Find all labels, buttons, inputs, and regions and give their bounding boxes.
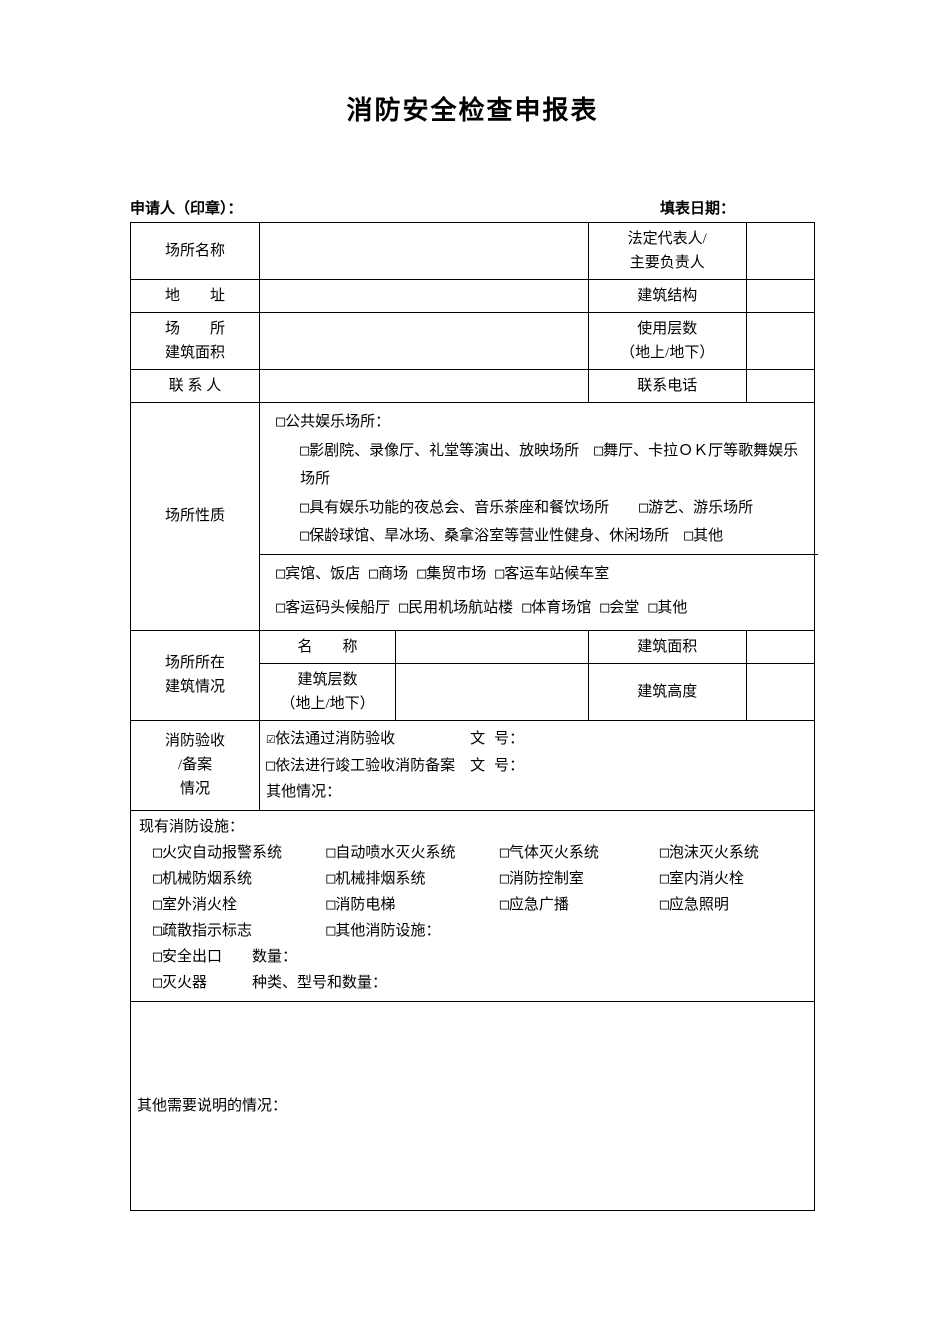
text-venue-nature: 场所性质 <box>165 508 225 524</box>
page-container: 消防安全检查申报表 申请人（印章）： 填表日期： 场所名称 法定代表人/ 主要负… <box>0 0 945 1271</box>
fac-r2c3[interactable]: □消防控制室 <box>500 865 660 891</box>
label-building-structure: 建筑结构 <box>588 280 747 313</box>
label-fire-acceptance: 消防验收 /备案 情况 <box>131 720 260 810</box>
label-sub-building-area: 建筑面积 <box>588 630 747 663</box>
text-sub-floors: 建筑层数 （地上/地下） <box>280 672 374 712</box>
label-address: 地 址 <box>131 280 260 313</box>
input-contact-phone[interactable] <box>747 370 815 403</box>
nature-line2[interactable]: □影剧院、录像厅、礼堂等演出、放映场所 □舞厅、卡拉ＯＫ厅等歌舞娱乐场所 <box>276 436 812 493</box>
existing-facilities-block: 现有消防设施： □火灾自动报警系统 □自动喷水灭火系统 □气体灭火系统 □泡沫灭… <box>131 810 815 1001</box>
text-venue-building: 场所所在 建筑情况 <box>165 655 225 695</box>
checked-box-icon: ☑ <box>266 729 275 747</box>
fac-r3c3[interactable]: □应急广播 <box>500 891 660 917</box>
fac-r6[interactable]: □灭火器 种类、型号和数量： <box>153 969 820 995</box>
input-building-structure[interactable] <box>747 280 815 313</box>
other-notes-block[interactable]: 其他需要说明的情况： <box>131 1001 815 1210</box>
text-contact-phone: 联系电话 <box>637 378 697 394</box>
label-sub-height: 建筑高度 <box>588 663 747 720</box>
text-sub-building-area: 建筑面积 <box>637 639 697 655</box>
fire-accept-line1[interactable]: ☑依法通过消防验收 文 号： <box>266 725 808 752</box>
label-use-floors: 使用层数 （地上/地下） <box>588 313 747 370</box>
fac-r4c1[interactable]: □疏散指示标志 <box>153 917 326 943</box>
venue-nature-block: □公共娱乐场所： □影剧院、录像厅、礼堂等演出、放映场所 □舞厅、卡拉ＯＫ厅等歌… <box>260 403 815 631</box>
input-venue-area[interactable] <box>260 313 588 370</box>
text-sub-name: 名 称 <box>298 639 358 655</box>
input-use-floors[interactable] <box>747 313 815 370</box>
text-sub-height: 建筑高度 <box>637 684 697 700</box>
fac-r1c3[interactable]: □气体灭火系统 <box>500 839 660 865</box>
fac-r2c4[interactable]: □室内消火栓 <box>660 865 820 891</box>
fac-r4c2[interactable]: □其他消防设施： <box>326 917 820 943</box>
applicant-seal-label: 申请人（印章）： <box>130 197 243 218</box>
nature-line1[interactable]: □公共娱乐场所： <box>276 407 812 436</box>
label-venue-area: 场 所 建筑面积 <box>131 313 260 370</box>
nature-line4[interactable]: □保龄球馆、旱冰场、桑拿浴室等营业性健身、休闲场所 □其他 <box>276 521 812 550</box>
input-sub-building-area[interactable] <box>747 630 815 663</box>
label-sub-name: 名 称 <box>260 630 396 663</box>
input-sub-height[interactable] <box>747 663 815 720</box>
input-sub-floors[interactable] <box>395 663 588 720</box>
input-venue-name[interactable] <box>260 223 588 280</box>
text-venue-area: 场 所 建筑面积 <box>165 321 225 361</box>
label-legal-rep: 法定代表人/ 主要负责人 <box>588 223 747 280</box>
fire-accept-line3[interactable]: 其他情况： <box>266 779 808 806</box>
input-contact-person[interactable] <box>260 370 588 403</box>
facilities-grid: □火灾自动报警系统 □自动喷水灭火系统 □气体灭火系统 □泡沫灭火系统 □机械防… <box>153 839 820 995</box>
header-line: 申请人（印章）： 填表日期： <box>130 197 815 218</box>
label-sub-floors: 建筑层数 （地上/地下） <box>260 663 396 720</box>
label-contact-phone: 联系电话 <box>588 370 747 403</box>
fac-r5[interactable]: □安全出口 数量： <box>153 943 820 969</box>
other-notes-label: 其他需要说明的情况： <box>137 1098 287 1114</box>
label-venue-name: 场所名称 <box>131 223 260 280</box>
application-form-table: 场所名称 法定代表人/ 主要负责人 地 址 建筑结构 场 所 建筑面积 使用层数… <box>130 222 815 1211</box>
text-building-structure: 建筑结构 <box>637 288 697 304</box>
text-address: 地 址 <box>165 288 225 304</box>
text-contact-person: 联 系 人 <box>169 378 222 394</box>
fac-r2c2[interactable]: □机械排烟系统 <box>326 865 499 891</box>
text-fire-acceptance: 消防验收 /备案 情况 <box>165 733 225 797</box>
input-address[interactable] <box>260 280 588 313</box>
text-use-floors: 使用层数 （地上/地下） <box>620 321 714 361</box>
nature-line3[interactable]: □具有娱乐功能的夜总会、音乐茶座和餐饮场所 □游艺、游乐场所 <box>276 493 812 522</box>
fac-r3c1[interactable]: □室外消火栓 <box>153 891 326 917</box>
input-sub-name[interactable] <box>395 630 588 663</box>
fac-r3c4[interactable]: □应急照明 <box>660 891 820 917</box>
fill-date-label: 填表日期： <box>660 197 735 218</box>
label-venue-nature: 场所性质 <box>131 403 260 631</box>
fac-r1c2[interactable]: □自动喷水灭火系统 <box>326 839 499 865</box>
label-venue-building: 场所所在 建筑情况 <box>131 630 260 720</box>
fac-r1c4[interactable]: □泡沫灭火系统 <box>660 839 820 865</box>
fac-r1c1[interactable]: □火灾自动报警系统 <box>153 839 326 865</box>
label-contact-person: 联 系 人 <box>131 370 260 403</box>
form-title: 消防安全检查申报表 <box>130 90 815 127</box>
fac-r2c1[interactable]: □机械防烟系统 <box>153 865 326 891</box>
fire-acceptance-block: ☑依法通过消防验收 文 号： □依法进行竣工验收消防备案 文 号： 其他情况： <box>260 720 815 810</box>
nature-line5[interactable]: □宾馆、饭店 □商场 □集贸市场 □客运车站候车室 <box>276 559 818 588</box>
fire-accept-line2[interactable]: □依法进行竣工验收消防备案 文 号： <box>266 752 808 779</box>
text-venue-name: 场所名称 <box>165 243 225 259</box>
fire-accept-line1-text: 依法通过消防验收 文 号： <box>275 729 524 747</box>
input-legal-rep[interactable] <box>747 223 815 280</box>
fac-r3c2[interactable]: □消防电梯 <box>326 891 499 917</box>
nature-line6[interactable]: □客运码头候船厅 □民用机场航站楼 □体育场馆 □会堂 □其他 <box>276 593 818 622</box>
text-legal-rep: 法定代表人/ 主要负责人 <box>628 231 707 271</box>
facilities-title: 现有消防设施： <box>139 815 806 839</box>
